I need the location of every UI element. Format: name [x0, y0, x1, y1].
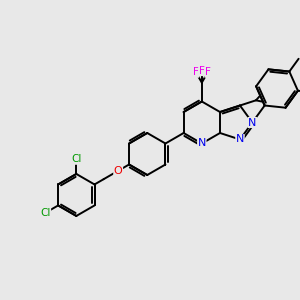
Text: F: F — [205, 67, 211, 77]
Text: F: F — [193, 67, 199, 77]
Text: N: N — [236, 134, 244, 145]
Text: N: N — [198, 139, 206, 148]
Text: N: N — [248, 118, 256, 128]
Text: O: O — [114, 166, 122, 176]
Text: F: F — [199, 66, 205, 76]
Text: Cl: Cl — [40, 208, 51, 218]
Text: Cl: Cl — [71, 154, 82, 164]
